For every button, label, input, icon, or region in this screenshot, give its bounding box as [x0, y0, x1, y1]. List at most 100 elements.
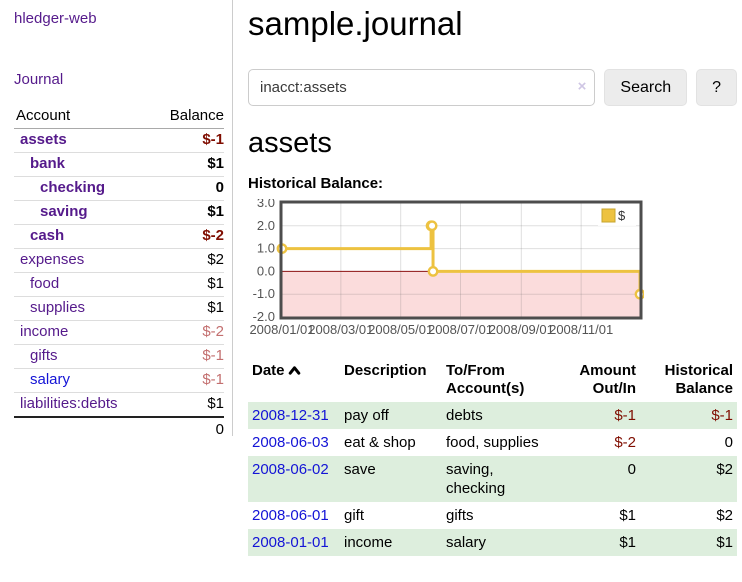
- account-row: supplies $1: [14, 296, 224, 321]
- account-cell: income: [14, 320, 151, 345]
- register-date-cell: 2008-06-01: [248, 502, 340, 529]
- sidebar-account-balance: $-1: [150, 128, 224, 153]
- register-accounts: saving, checking: [446, 461, 506, 497]
- app-title-link[interactable]: hledger-web: [14, 10, 97, 27]
- register-balance: $2: [716, 507, 733, 524]
- sidebar-account-link[interactable]: saving: [40, 203, 88, 220]
- search-form: × Search ?: [248, 69, 737, 106]
- nav-journal-link[interactable]: Journal: [14, 71, 64, 88]
- account-cell: cash: [14, 224, 151, 249]
- help-button[interactable]: ?: [696, 69, 737, 106]
- main-content: sample.journal × Search ? assets Histori…: [248, 0, 737, 556]
- account-row: gifts $-1: [14, 344, 224, 369]
- register-balance: $2: [716, 461, 733, 478]
- register-amount: $-2: [614, 434, 636, 451]
- register-date-link[interactable]: 2008-12-31: [252, 407, 329, 424]
- account-row: income $-2: [14, 320, 224, 345]
- account-row: food $1: [14, 272, 224, 297]
- register-date-link[interactable]: 2008-06-03: [252, 434, 329, 451]
- svg-text:2008/09/01: 2008/09/01: [489, 322, 554, 337]
- accounts-col-account: Account: [14, 104, 151, 129]
- sidebar-account-link[interactable]: checking: [40, 179, 106, 196]
- chart-label: Historical Balance:: [248, 175, 384, 192]
- account-cell: salary: [14, 368, 151, 393]
- register-date-link[interactable]: 2008-06-02: [252, 461, 329, 478]
- register-amount: $-1: [614, 407, 636, 424]
- account-row: assets $-1: [14, 128, 224, 153]
- account-cell: food: [14, 272, 151, 297]
- register-table: Date Description To/From Account(s) Amou…: [248, 358, 737, 556]
- account-cell: assets: [14, 128, 151, 153]
- sidebar-account-link[interactable]: food: [30, 275, 60, 292]
- register-description: pay off: [344, 407, 389, 424]
- account-row: bank $1: [14, 152, 224, 177]
- register-balance: 0: [724, 434, 733, 451]
- account-heading: assets: [248, 127, 332, 159]
- account-cell: bank: [14, 152, 151, 177]
- svg-text:-1.0: -1.0: [253, 286, 275, 301]
- svg-text:2008/01/01: 2008/01/01: [249, 322, 314, 337]
- accounts-table: Account Balance assets $-1 bank $1 checking 0…: [14, 104, 224, 442]
- register-date-cell: 2008-06-03: [248, 429, 340, 456]
- sidebar-account-balance: 0: [150, 176, 224, 201]
- register-col-date[interactable]: Date: [248, 358, 340, 402]
- register-row: 2008-06-03 eat & shop food, supplies $-2 0: [248, 429, 737, 456]
- svg-text:3.0: 3.0: [257, 199, 275, 210]
- sidebar-account-link[interactable]: salary: [30, 371, 71, 388]
- historical-balance-chart[interactable]: $3.0 2.0 1.0 0.0 -1.0 -2.0 2008/01/01 2008/03/0…: [248, 195, 737, 344]
- account-cell: expenses: [14, 248, 151, 273]
- register-col-description: Description: [344, 362, 427, 379]
- search-button[interactable]: Search: [604, 69, 688, 106]
- register-row: 2008-01-01 income salary $1 $1: [248, 529, 737, 556]
- sidebar-account-link[interactable]: assets: [20, 131, 67, 148]
- svg-text:1.0: 1.0: [257, 241, 275, 256]
- sidebar-account-balance: $-2: [150, 224, 224, 249]
- svg-text:2008/11/01: 2008/11/01: [549, 322, 613, 337]
- svg-text:0.0: 0.0: [257, 263, 275, 278]
- register-balance: $-1: [711, 407, 733, 424]
- sidebar-account-link[interactable]: bank: [30, 155, 66, 172]
- register-balance: $1: [716, 534, 733, 551]
- sidebar-account-link[interactable]: income: [20, 323, 69, 340]
- register-accounts: salary: [446, 534, 487, 551]
- search-box: ×: [248, 69, 596, 106]
- accounts-col-balance: Balance: [150, 104, 224, 129]
- chart-canvas: $3.0 2.0 1.0 0.0 -1.0 -2.02008/01/012008/03/0…: [249, 195, 646, 337]
- account-row: cash $-2: [14, 224, 224, 249]
- register-col-amount: Amount Out/In: [579, 362, 636, 397]
- search-input[interactable]: [248, 69, 596, 106]
- svg-text:2008/05/01: 2008/05/01: [368, 322, 433, 337]
- sidebar-account-link[interactable]: liabilities:debts: [20, 395, 118, 412]
- account-row: saving $1: [14, 200, 224, 225]
- sidebar-account-balance: $1: [150, 200, 224, 225]
- register-col-date-label: Date: [252, 362, 285, 379]
- register-col-balance: Historical Balance: [664, 362, 733, 397]
- sidebar-account-link[interactable]: gifts: [30, 347, 58, 364]
- register-date-cell: 2008-01-01: [248, 529, 340, 556]
- svg-text:2.0: 2.0: [257, 218, 275, 233]
- register-description: gift: [344, 507, 365, 524]
- register-amount: $1: [619, 507, 636, 524]
- clear-search-icon[interactable]: ×: [577, 78, 587, 95]
- register-description: income: [344, 534, 393, 551]
- sidebar-account-link[interactable]: supplies: [30, 299, 86, 316]
- account-cell: saving: [14, 200, 151, 225]
- register-description: save: [344, 461, 376, 478]
- register-amount: 0: [627, 461, 636, 478]
- account-row: checking 0: [14, 176, 224, 201]
- register-date-link[interactable]: 2008-06-01: [252, 507, 329, 524]
- account-row: salary $-1: [14, 368, 224, 393]
- register-row: 2008-12-31 pay off debts $-1 $-1: [248, 402, 737, 429]
- register-row: 2008-06-01 gift gifts $1 $2: [248, 502, 737, 529]
- sidebar-account-link[interactable]: cash: [30, 227, 65, 244]
- register-col-accounts: To/From Account(s): [446, 362, 525, 397]
- account-cell: gifts: [14, 344, 151, 369]
- register-date-cell: 2008-06-02: [248, 456, 340, 502]
- svg-text:2008/03/01: 2008/03/01: [308, 322, 373, 337]
- svg-text:$: $: [618, 208, 626, 223]
- register-date-link[interactable]: 2008-01-01: [252, 534, 329, 551]
- sidebar-account-balance: $1: [150, 296, 224, 321]
- accounts-total-value: 0: [150, 416, 224, 442]
- sidebar-account-balance: $1: [150, 152, 224, 177]
- sidebar-account-link[interactable]: expenses: [20, 251, 85, 268]
